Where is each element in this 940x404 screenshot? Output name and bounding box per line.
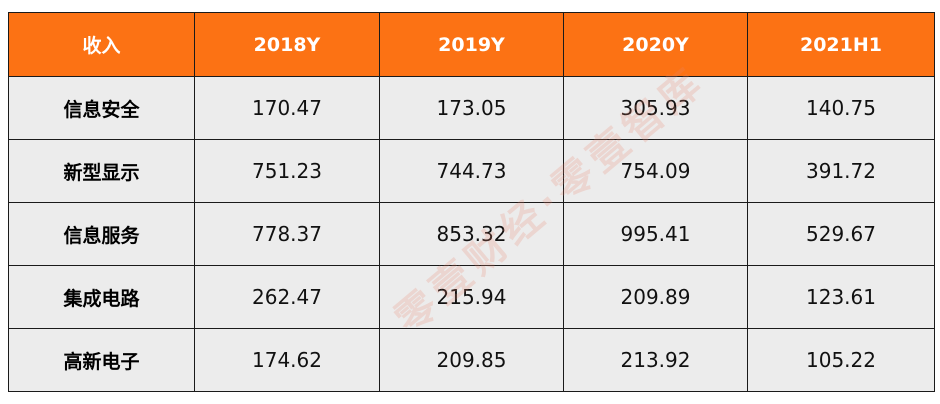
row-label: 新型显示 [8,139,195,203]
table-cell: 215.94 [379,265,564,329]
table-row: 信息服务 778.37 853.32 995.41 529.67 [8,202,935,266]
table-cell: 305.93 [563,76,748,140]
row-label: 集成电路 [8,265,195,329]
table-row: 新型显示 751.23 744.73 754.09 391.72 [8,139,935,203]
column-header-category: 收入 [8,12,195,77]
table-cell: 754.09 [563,139,748,203]
table-cell: 213.92 [563,328,748,392]
table-cell: 170.47 [194,76,380,140]
column-header-2020y: 2020Y [563,12,748,77]
table-row: 信息安全 170.47 173.05 305.93 140.75 [8,76,935,140]
table-row: 集成电路 262.47 215.94 209.89 123.61 [8,265,935,329]
revenue-table: 收入 2018Y 2019Y 2020Y 2021H1 信息安全 170.47 … [8,12,935,392]
table-cell: 209.85 [379,328,564,392]
table-cell: 262.47 [194,265,380,329]
column-header-2019y: 2019Y [379,12,564,77]
table-cell: 123.61 [747,265,935,329]
table-cell: 529.67 [747,202,935,266]
row-label: 信息服务 [8,202,195,266]
table-cell: 140.75 [747,76,935,140]
table-cell: 209.89 [563,265,748,329]
table-cell: 995.41 [563,202,748,266]
column-header-2018y: 2018Y [194,12,380,77]
table-cell: 744.73 [379,139,564,203]
table-cell: 853.32 [379,202,564,266]
table-cell: 391.72 [747,139,935,203]
table-cell: 173.05 [379,76,564,140]
table-cell: 174.62 [194,328,380,392]
table-cell: 105.22 [747,328,935,392]
table-header-row: 收入 2018Y 2019Y 2020Y 2021H1 [8,12,935,77]
column-header-2021h1: 2021H1 [747,12,935,77]
row-label: 高新电子 [8,328,195,392]
row-label: 信息安全 [8,76,195,140]
table-cell: 751.23 [194,139,380,203]
table-cell: 778.37 [194,202,380,266]
table-row: 高新电子 174.62 209.85 213.92 105.22 [8,328,935,392]
